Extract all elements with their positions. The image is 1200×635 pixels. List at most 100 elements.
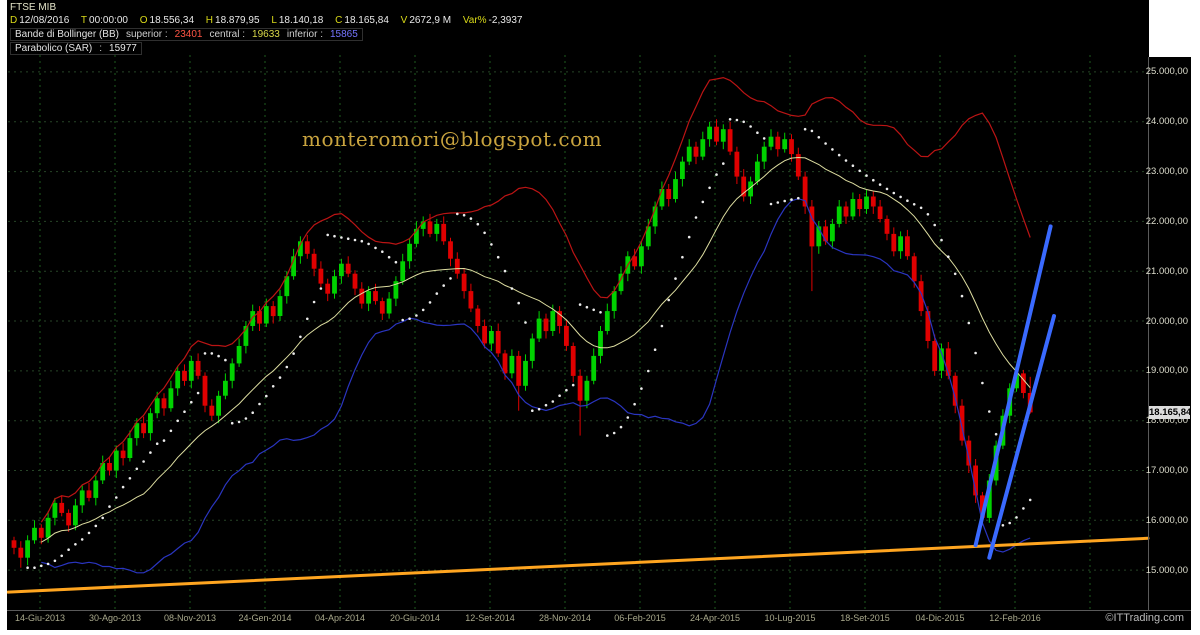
sar-legend[interactable]: Parabolico (SAR) : 15977 (10, 42, 142, 55)
bollinger-middle-line (41, 156, 1031, 543)
sar-dot (892, 191, 896, 195)
candle-body (632, 256, 637, 267)
sar-dot (558, 394, 561, 398)
candle-body (748, 181, 753, 197)
candle-body (966, 440, 972, 466)
candle-body (407, 243, 412, 262)
bollinger-upper-line (40, 76, 1031, 523)
bollinger-lower-value: 15865 (329, 29, 358, 40)
candle-body (52, 502, 58, 518)
sar-dot (667, 298, 670, 302)
symbol-label: FTSE MIB (10, 2, 57, 13)
sar-dot (142, 460, 145, 463)
watermark-site: ©ITTrading.com (1105, 612, 1184, 624)
candle-body (802, 176, 808, 207)
candle-body (188, 360, 194, 381)
candle-body (45, 517, 51, 538)
sar-dot (681, 255, 684, 259)
candle-body (141, 423, 146, 434)
candle-body (714, 126, 719, 142)
sar-dot (230, 421, 234, 425)
candle-body (120, 450, 126, 459)
sar-dot (176, 419, 179, 423)
candle-body (420, 221, 426, 229)
sar-dot (319, 287, 323, 290)
candle-body (700, 139, 706, 157)
candle-body (86, 490, 92, 498)
quote-field: D 12/08/2016 (10, 15, 70, 26)
candle-body (345, 263, 351, 274)
candle-body (318, 268, 324, 284)
sar-dot (926, 213, 930, 216)
x-axis-label: 24-Gen-2014 (238, 613, 292, 623)
sar-dot (306, 317, 309, 321)
candle-body (414, 228, 419, 244)
sar-dot (571, 383, 575, 387)
sar-dot (217, 354, 220, 358)
quote-field: H 18.879,95 (205, 15, 260, 26)
sar-dot (33, 566, 36, 569)
sar-dot (456, 212, 459, 216)
candle-body (250, 311, 256, 326)
candle-body (782, 139, 788, 150)
sar-dot (353, 238, 357, 242)
candle-body (502, 353, 508, 374)
quote-field: Var% -2,3937 (462, 15, 523, 26)
candle-body (270, 306, 276, 317)
sar-dot (803, 127, 807, 131)
sar-dot (53, 559, 57, 563)
trendline-long-term-support[interactable] (6, 536, 1150, 594)
candle-body (680, 161, 685, 179)
sar-dot (149, 451, 152, 454)
candle-body (795, 154, 801, 177)
sar-dot (776, 201, 780, 204)
sar-dot (694, 216, 698, 219)
y-axis-label: 15.000,00 (1145, 565, 1188, 576)
axis-separator-vertical (1148, 57, 1149, 610)
candle-body (939, 348, 944, 371)
sar-dot (872, 178, 875, 182)
candle-body (980, 495, 985, 518)
sar-dot (967, 321, 971, 325)
candle-body (373, 291, 378, 302)
bollinger-upper-value: 23401 (174, 29, 203, 40)
sar-dot (565, 388, 568, 392)
sar-dot (87, 531, 91, 535)
sar-dot (135, 467, 139, 471)
sar-dot (524, 321, 527, 324)
candle-body (339, 263, 344, 277)
candle-body (66, 512, 71, 526)
candle-body (195, 360, 201, 376)
candle-body (932, 341, 938, 371)
sar-dot (435, 292, 439, 295)
candle-body (209, 405, 215, 416)
x-axis-label: 24-Apr-2015 (689, 613, 741, 623)
candle-body (850, 199, 856, 217)
y-axis-label: 21.000,00 (1145, 266, 1188, 277)
trendline-steep-support-2[interactable] (987, 314, 1056, 560)
bollinger-legend[interactable]: Bande di Bollinger (BB) superior : 23401… (10, 28, 363, 41)
trendline-steep-support-1[interactable] (973, 224, 1053, 548)
candle-body (891, 233, 897, 252)
sar-dot (988, 410, 991, 413)
candle-body (925, 311, 931, 341)
sar-dot (292, 352, 295, 355)
sar-dot (742, 120, 745, 124)
page-margin-left (0, 0, 7, 630)
candle-body (557, 311, 562, 326)
sar-dot (687, 235, 691, 239)
candle-body (789, 139, 794, 155)
candle-body (761, 146, 767, 162)
sar-dot (80, 538, 84, 541)
sar-dot (462, 213, 466, 217)
candle-body (639, 246, 644, 267)
sar-dot (333, 234, 336, 238)
candle-body (986, 480, 992, 518)
candle-body (100, 463, 106, 481)
sar-dot (476, 222, 480, 226)
sar-dot (756, 131, 759, 134)
y-axis-label: 22.000,00 (1145, 216, 1188, 227)
sar-dot (947, 255, 950, 258)
candle-body (618, 273, 624, 292)
